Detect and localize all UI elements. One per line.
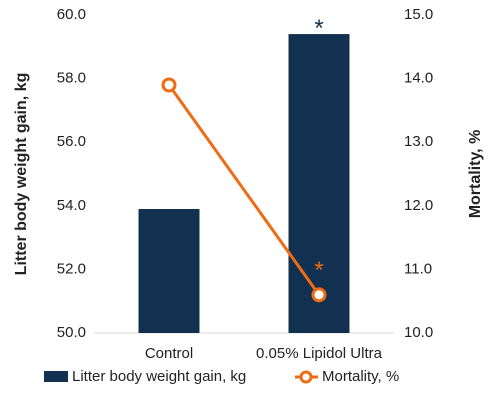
y2-axis-title: Mortality, % (467, 130, 484, 219)
y2-tick-label: 11.0 (404, 260, 432, 277)
line-series (167, 84, 321, 296)
legend-bar-swatch (44, 371, 68, 382)
y-tick-label: 60.0 (57, 6, 86, 23)
y-tick-label: 52.0 (57, 260, 86, 277)
line-point (161, 77, 177, 93)
bar (138, 208, 200, 333)
y2-tick-label: 13.0 (404, 133, 433, 150)
right-axis-ticks: 10.0 11.0 12.0 13.0 14.0 15.0 (404, 6, 433, 341)
left-axis-ticks: 50.0 52.0 54.0 56.0 58.0 60.0 (57, 6, 86, 341)
legend-line-marker (299, 370, 313, 384)
line-layer (161, 77, 327, 303)
significance-layer: ** (314, 15, 323, 284)
legend-bar-label: Litter body weight gain, kg (72, 368, 246, 385)
legend-line-label: Mortality, % (322, 368, 399, 385)
y2-tick-label: 15.0 (404, 6, 433, 23)
y-tick-label: 54.0 (57, 197, 86, 214)
bar (288, 34, 350, 333)
legend: Litter body weight gain, kg Mortality, % (44, 368, 399, 385)
line-significance-mark: * (314, 257, 323, 284)
y-tick-label: 56.0 (57, 133, 86, 150)
category-labels: Control 0.05% Lipidol Ultra (145, 345, 383, 362)
y2-tick-label: 10.0 (404, 324, 433, 341)
y-axis-title: Litter body weight gain, kg (13, 73, 30, 276)
x-category-label: 0.05% Lipidol Ultra (256, 345, 383, 362)
y2-tick-label: 14.0 (404, 70, 433, 87)
y-tick-label: 50.0 (57, 324, 86, 341)
y-tick-label: 58.0 (57, 70, 86, 87)
bar-significance-mark: * (314, 15, 323, 42)
bars-layer (138, 34, 350, 333)
x-category-label: Control (145, 345, 193, 362)
line-point (311, 287, 327, 303)
y2-tick-label: 12.0 (404, 197, 433, 214)
